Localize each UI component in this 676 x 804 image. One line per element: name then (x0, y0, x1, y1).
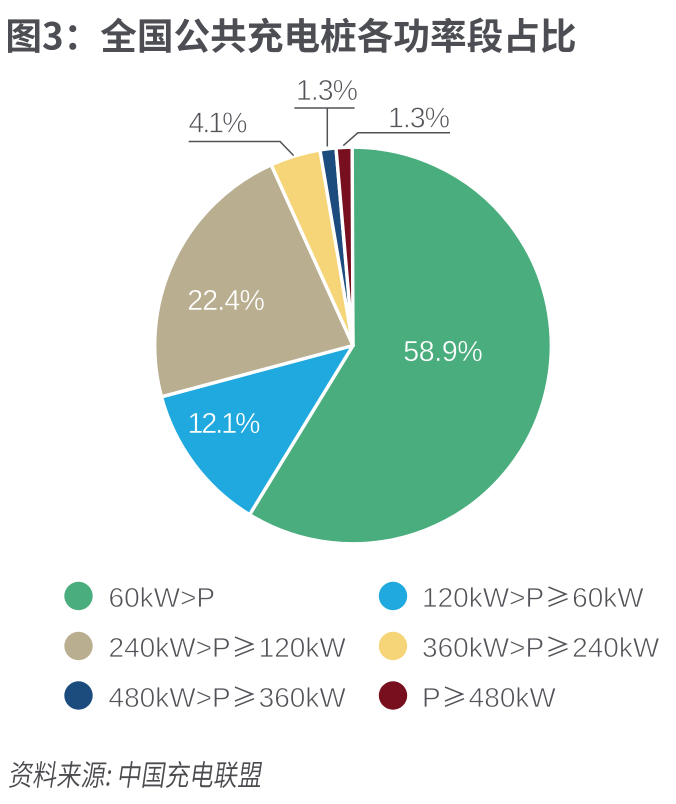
svg-text:4.1%: 4.1% (189, 108, 248, 140)
svg-text:360kW: 360kW (259, 682, 347, 713)
svg-text:480kW: 480kW (469, 682, 557, 713)
svg-text:58.9%: 58.9% (403, 336, 483, 368)
svg-text:60kW>P: 60kW>P (109, 582, 216, 613)
svg-text:60kW: 60kW (572, 582, 644, 613)
svg-text:22.4%: 22.4% (187, 285, 265, 317)
svg-text:P: P (422, 682, 441, 713)
svg-text:1.3%: 1.3% (296, 75, 358, 107)
svg-text:480kW>P: 480kW>P (109, 682, 231, 713)
svg-text:1.3%: 1.3% (388, 103, 450, 135)
svg-text:12.1%: 12.1% (188, 408, 261, 440)
svg-text:120kW: 120kW (259, 632, 347, 663)
svg-text:360kW>P: 360kW>P (422, 632, 544, 663)
svg-text:240kW: 240kW (572, 632, 660, 663)
svg-text:240kW>P: 240kW>P (109, 632, 231, 663)
svg-text:120kW>P: 120kW>P (422, 582, 544, 613)
